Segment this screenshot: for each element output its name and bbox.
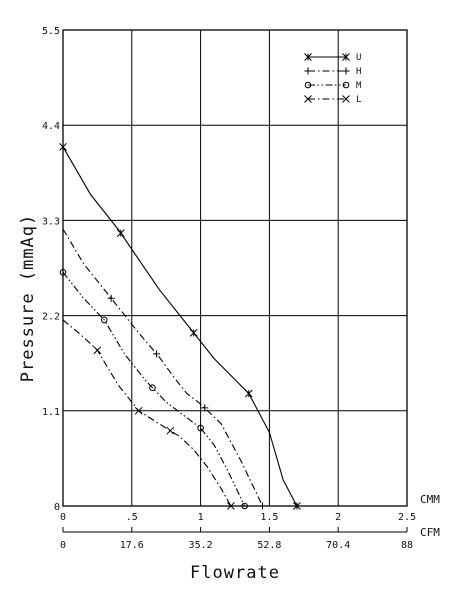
y-tick-label: 1.1 [42, 407, 60, 418]
series-point-M [100, 316, 108, 324]
plot-frame [62, 29, 408, 507]
cfm-tick-label: 17.6 [120, 540, 144, 551]
cfm-tick-label: 70.4 [326, 540, 350, 551]
cfm-tick-label: 35.2 [189, 540, 213, 551]
series-point-M [197, 424, 204, 432]
series-line-M [62, 271, 246, 507]
series-point-L [93, 346, 102, 355]
series-line-H [62, 228, 263, 507]
legend-marker-L [342, 95, 350, 103]
legend-label-L: L [356, 95, 361, 105]
y-axis-title: Pressure (mmAq) [18, 214, 38, 383]
legend-marker-M [304, 81, 312, 89]
x-tick-label: 2 [335, 512, 341, 523]
y-tick-label: 4.4 [42, 121, 60, 132]
cfm-tick-label: 52.8 [257, 540, 281, 551]
series-point-L [166, 426, 175, 435]
y-tick-label: 5.5 [42, 26, 60, 37]
series-point-L [134, 406, 143, 415]
series-point-H [259, 502, 267, 510]
series-point-U [59, 142, 67, 151]
series-markers [59, 142, 301, 510]
legend-label-U: U [356, 53, 361, 63]
series-point-M [149, 384, 156, 392]
series-point-H [201, 404, 209, 412]
x-tick-label: 1.5 [260, 512, 278, 523]
cfm-tick-label: 0 [60, 540, 66, 551]
y-tick-label: 2.2 [42, 312, 60, 323]
legend-marker-H [304, 67, 312, 75]
legend-marker-H [342, 67, 350, 75]
legend-label-M: M [356, 81, 362, 91]
x-tick-label: 1 [198, 512, 204, 523]
legend-label-H: H [356, 67, 361, 77]
series-line-U [62, 146, 298, 507]
y-tick-label: 0 [54, 502, 60, 513]
x-tick-label: 2.5 [398, 512, 416, 523]
x-axis-title: Flowrate [190, 563, 280, 583]
y-tick-label: 3.3 [42, 216, 60, 227]
series-point-U [293, 502, 301, 510]
grid-lines [63, 30, 407, 506]
legend-marker-U [342, 53, 350, 61]
series-point-M [59, 269, 67, 276]
x-unit-secondary: CFM [420, 526, 440, 539]
series-point-U [116, 229, 125, 237]
series-curves [62, 146, 298, 507]
axis-ticks: 0 .5 1 1.5 2 2.5 0 1.1 2.2 3.3 4.4 5.5 0 17.6 35.2 52.8… [42, 26, 416, 551]
series-point-U [189, 329, 198, 337]
x-unit-primary: CMM [420, 493, 440, 506]
series-point-U [244, 389, 253, 398]
legend-marker-U [304, 53, 312, 61]
series-point-H [107, 294, 115, 302]
series-point-M [241, 502, 248, 510]
legend-marker-L [304, 95, 312, 103]
cfm-tick-label: 88 [401, 540, 413, 551]
legend-marker-M [342, 81, 350, 89]
x-tick-label: .5 [126, 512, 138, 523]
x-tick-label: 0 [60, 512, 66, 523]
series-point-L [227, 502, 235, 510]
series-point-H [153, 350, 161, 358]
series-line-L [62, 319, 232, 507]
